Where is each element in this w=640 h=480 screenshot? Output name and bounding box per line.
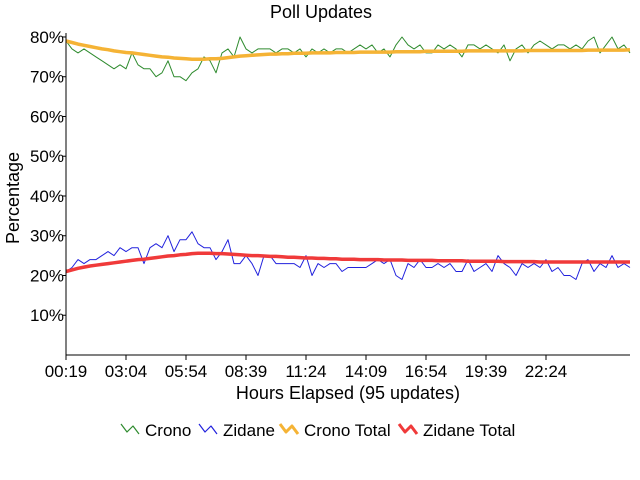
legend-label-crono-total: Crono Total	[304, 421, 391, 440]
y-tick-label: 60%	[30, 107, 64, 126]
series-line-zidane	[65, 231, 631, 280]
y-tick-label: 30%	[30, 227, 64, 246]
legend-item-crono-total: Crono Total	[278, 421, 391, 440]
legend-item-zidane-total: Zidane Total	[397, 421, 515, 440]
legend-swatch-crono	[120, 423, 140, 435]
x-axis: 00:19 03:04 05:54 08:39 11:24 14:09 16:54 19:39…	[45, 354, 630, 381]
legend-item-zidane: Zidane	[198, 421, 275, 440]
plot-area	[65, 36, 631, 280]
legend-label-zidane-total: Zidane Total	[423, 421, 515, 440]
y-tick-label: 10%	[30, 306, 64, 325]
series-line-crono	[65, 36, 631, 82]
x-tick-label: 16:54	[405, 362, 448, 381]
y-tick-label: 50%	[30, 147, 64, 166]
series-line-crono-total	[65, 39, 631, 61]
legend-label-zidane: Zidane	[223, 421, 275, 440]
legend-item-crono: Crono	[120, 421, 191, 440]
y-tick-label: 40%	[30, 187, 64, 206]
x-tick-label: 19:39	[465, 362, 508, 381]
y-tick-label: 70%	[30, 68, 64, 87]
x-tick-label: 22:24	[525, 362, 568, 381]
y-tick-label: 20%	[30, 266, 64, 285]
x-tick-label: 08:39	[225, 362, 268, 381]
y-tick-label: 80%	[30, 28, 64, 47]
x-tick-label: 11:24	[285, 362, 326, 381]
legend-swatch-crono-total	[278, 423, 300, 435]
legend-label-crono: Crono	[145, 421, 191, 440]
y-axis-label: Percentage	[3, 152, 23, 244]
x-tick-label: 00:19	[45, 362, 88, 381]
legend: Crono Zidane Crono Total Zidane Total	[120, 421, 515, 440]
x-tick-label: 05:54	[165, 362, 208, 381]
legend-swatch-zidane	[198, 423, 218, 435]
y-axis: 10% 20% 30% 40% 50% 60% 70% 80%	[30, 28, 67, 355]
chart-title: Poll Updates	[270, 2, 372, 22]
x-tick-label: 03:04	[105, 362, 148, 381]
x-axis-label: Hours Elapsed (95 updates)	[236, 383, 460, 403]
legend-swatch-zidane-total	[397, 423, 419, 435]
series-line-zidane-total	[65, 251, 630, 274]
x-tick-label: 14:09	[345, 362, 388, 381]
